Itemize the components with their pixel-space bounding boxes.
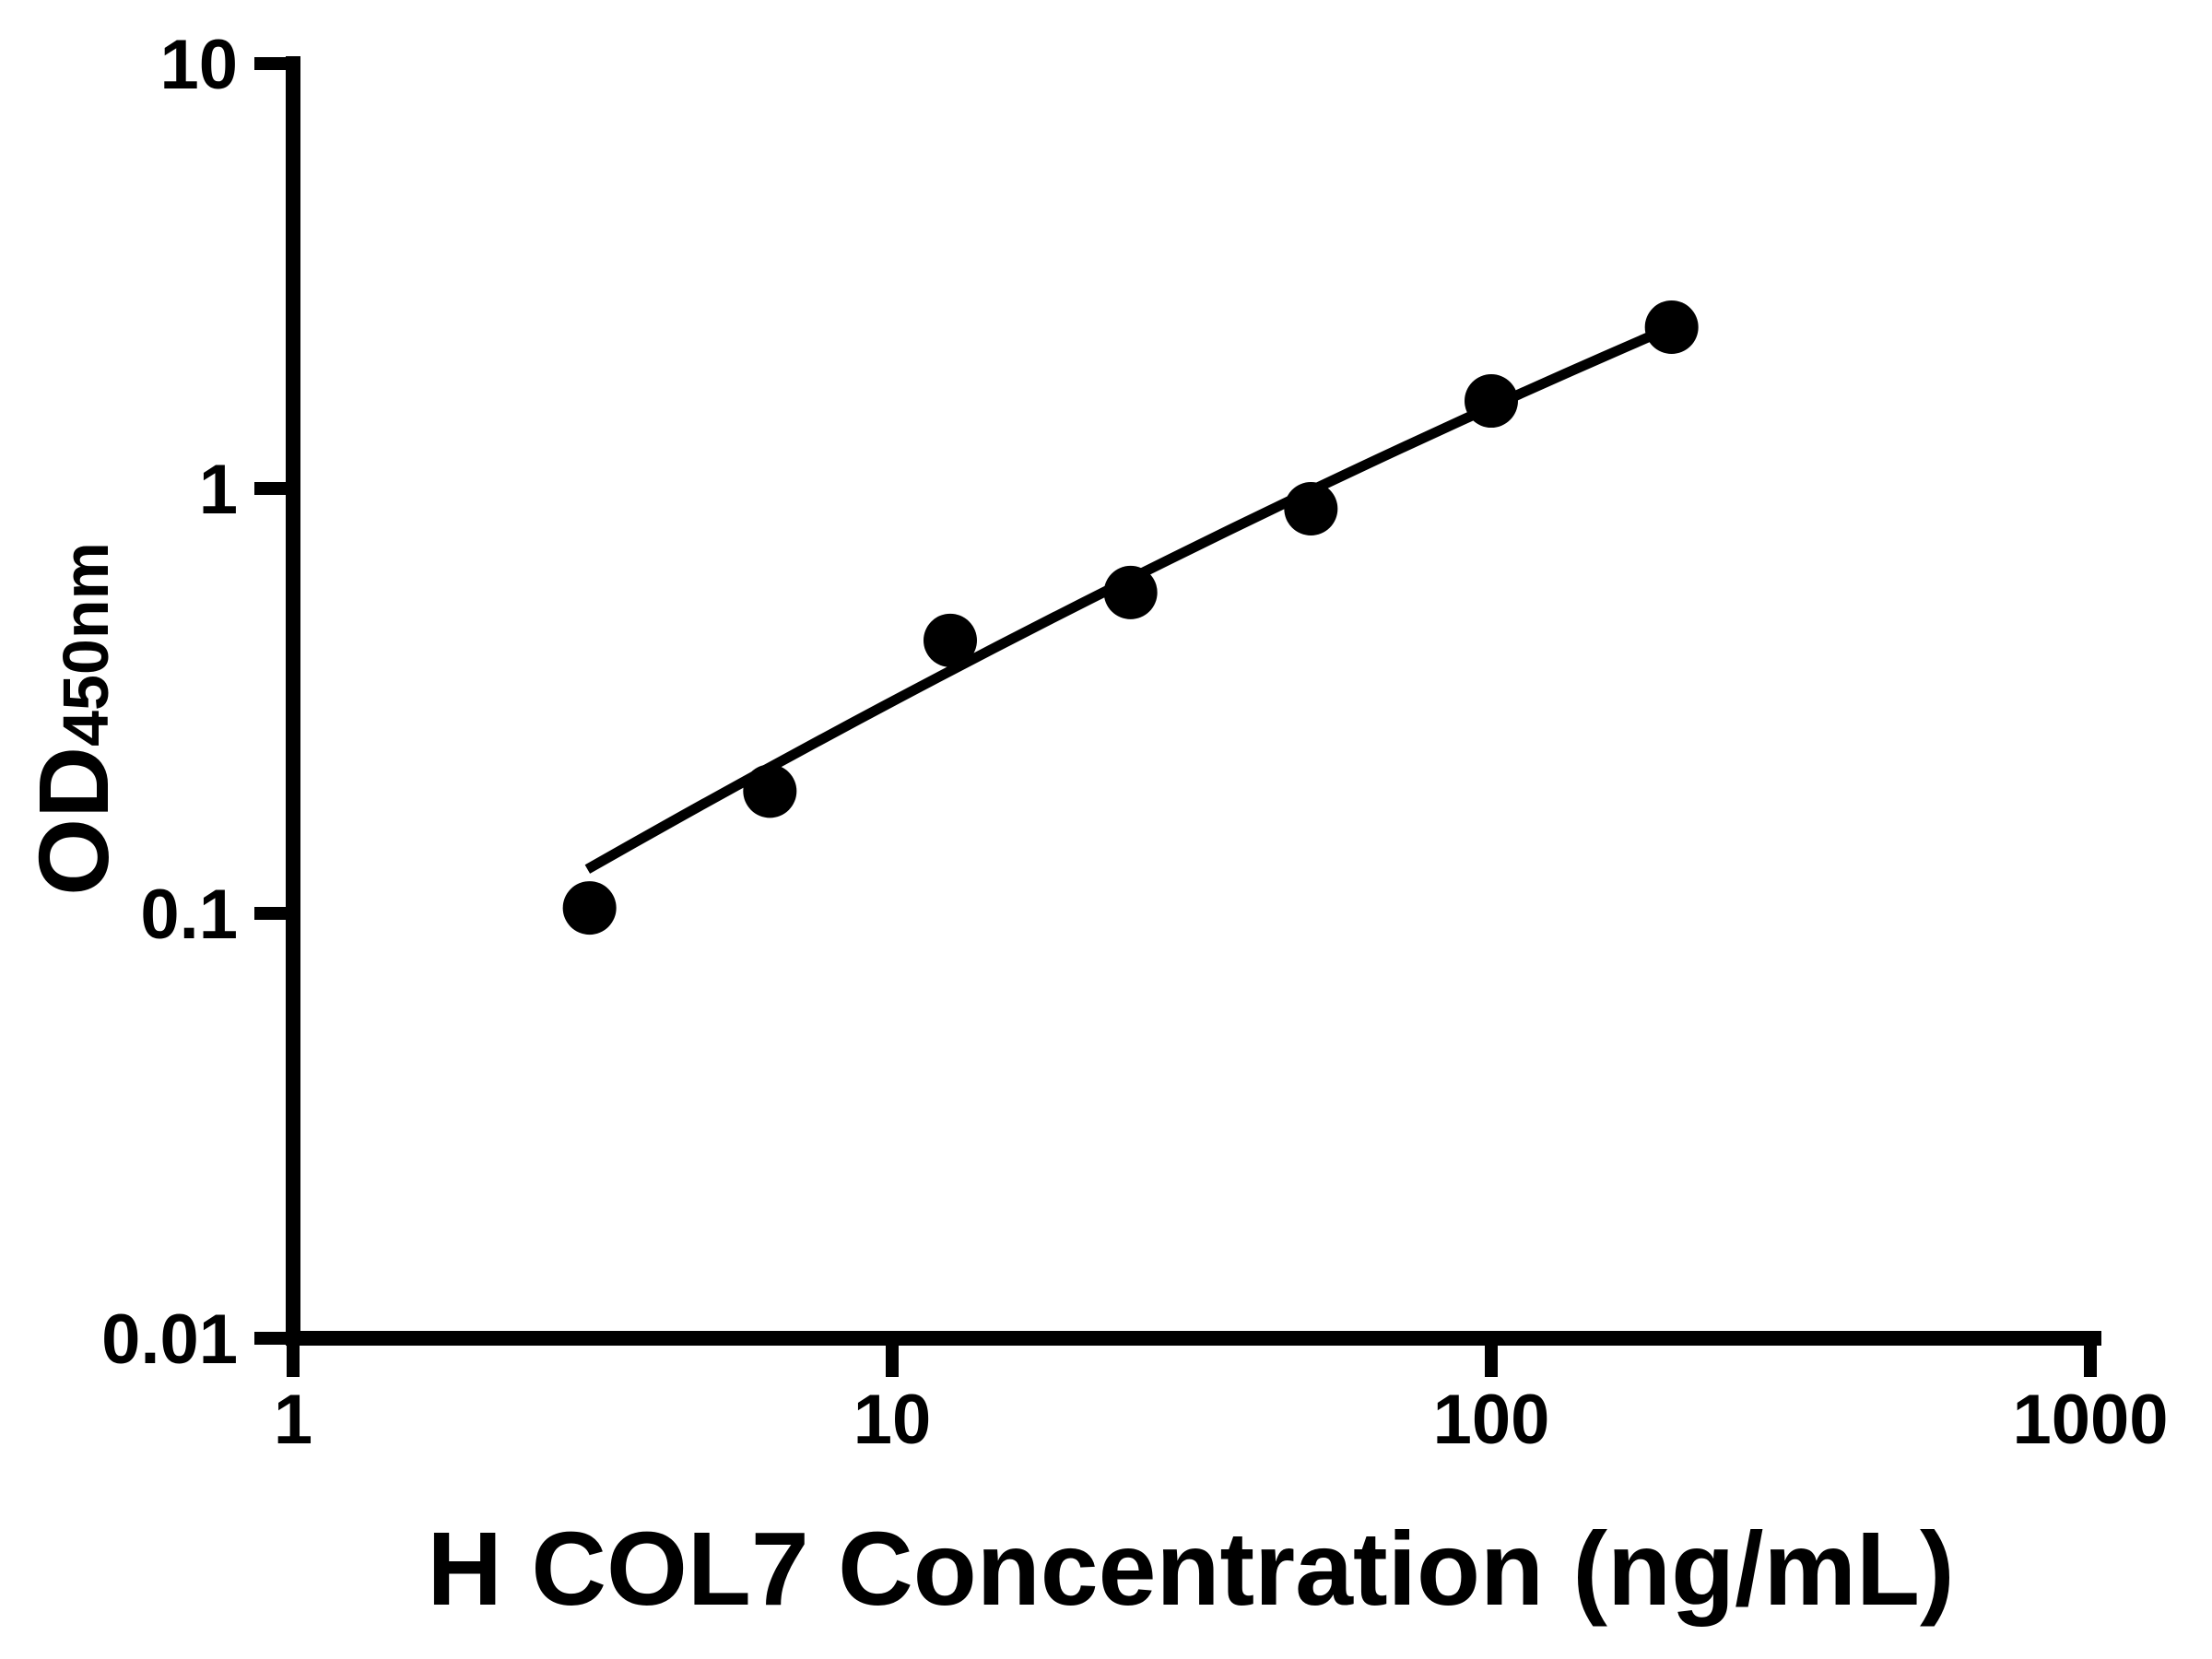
y-tick-label-0.01: 0.01 [101, 1300, 238, 1379]
y-axis-title: OD450nm [18, 542, 129, 896]
y-axis-title-main: OD [18, 747, 129, 896]
x-axis-tick-labels: 1 10 100 1000 [274, 1381, 2169, 1459]
x-axis-title: H COL7 Concentration (ng/mL) [427, 1511, 1954, 1627]
y-axis-tick-labels: 10 1 0.1 0.01 [101, 26, 238, 1379]
data-points-group [562, 300, 1699, 935]
y-tick-label-10: 10 [159, 26, 238, 104]
data-point-25ng [1103, 565, 1158, 619]
x-tick-label-1000: 1000 [2012, 1381, 2168, 1459]
y-tick-label-0.1: 0.1 [140, 876, 238, 954]
y-tick-label-1: 1 [199, 451, 238, 529]
x-tick-label-100: 100 [1433, 1381, 1550, 1459]
data-point-3.125ng [562, 881, 617, 935]
data-point-100ng [1465, 374, 1518, 429]
data-point-50ng [1284, 481, 1338, 535]
data-point-6.25ng [743, 764, 797, 818]
y-axis-ticks [254, 57, 293, 1345]
x-tick-label-1: 1 [274, 1381, 312, 1459]
data-point-12.5ng [923, 613, 977, 667]
y-axis-title-subscript: 450nm [50, 542, 122, 747]
data-point-200ng [1644, 300, 1699, 354]
x-tick-label-10: 10 [853, 1381, 932, 1459]
